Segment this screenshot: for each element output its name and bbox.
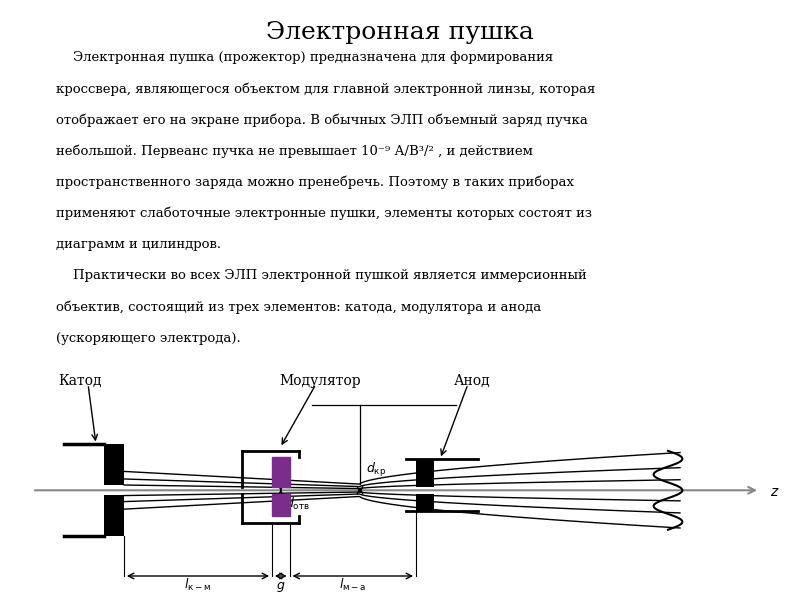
Text: диаграмм и цилиндров.: диаграмм и цилиндров.	[56, 238, 221, 251]
Bar	[272, 457, 290, 487]
Text: z: z	[770, 485, 777, 499]
Text: применяют слаботочные электронные пушки, элементы которых состоят из: применяют слаботочные электронные пушки,…	[56, 207, 592, 220]
Text: небольшой. Первеанс пучка не превышает 10⁻⁹ А/В³/² , и действием: небольшой. Первеанс пучка не превышает 1…	[56, 145, 533, 158]
Text: Модулятор: Модулятор	[279, 374, 361, 388]
Text: пространственного заряда можно пренебречь. Поэтому в таких приборах: пространственного заряда можно пренебреч…	[56, 176, 574, 189]
Text: Электронная пушка: Электронная пушка	[266, 21, 534, 44]
Bar	[416, 494, 434, 511]
Bar	[104, 445, 124, 485]
Text: (ускоряющего электрода).: (ускоряющего электрода).	[56, 332, 241, 345]
Text: $l_{\rm к-м}$: $l_{\rm к-м}$	[184, 577, 212, 593]
Bar	[272, 494, 290, 517]
Text: Анод: Анод	[454, 374, 490, 388]
Text: $g$: $g$	[276, 580, 286, 594]
Text: $d_{\rm отв}$: $d_{\rm отв}$	[285, 496, 310, 512]
Text: Практически во всех ЭЛП электронной пушкой является иммерсионный: Практически во всех ЭЛП электронной пушк…	[56, 269, 586, 283]
Bar	[416, 459, 434, 487]
Text: $d_{\rm кр}$: $d_{\rm кр}$	[366, 461, 386, 479]
Text: отображает его на экране прибора. В обычных ЭЛП объемный заряд пучка: отображает его на экране прибора. В обыч…	[56, 113, 588, 127]
Bar	[104, 495, 124, 536]
Text: Электронная пушка (прожектор) предназначена для формирования: Электронная пушка (прожектор) предназнач…	[56, 51, 554, 64]
Text: Катод: Катод	[58, 374, 102, 388]
Text: кроссвера, являющегося объектом для главной электронной линзы, которая: кроссвера, являющегося объектом для глав…	[56, 82, 595, 95]
Text: объектив, состоящий из трех элементов: катода, модулятора и анода: объектив, состоящий из трех элементов: к…	[56, 301, 542, 314]
Text: $l_{\rm м-а}$: $l_{\rm м-а}$	[339, 577, 366, 593]
